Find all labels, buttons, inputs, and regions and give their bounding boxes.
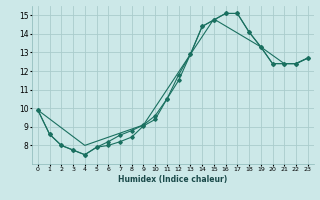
- X-axis label: Humidex (Indice chaleur): Humidex (Indice chaleur): [118, 175, 228, 184]
